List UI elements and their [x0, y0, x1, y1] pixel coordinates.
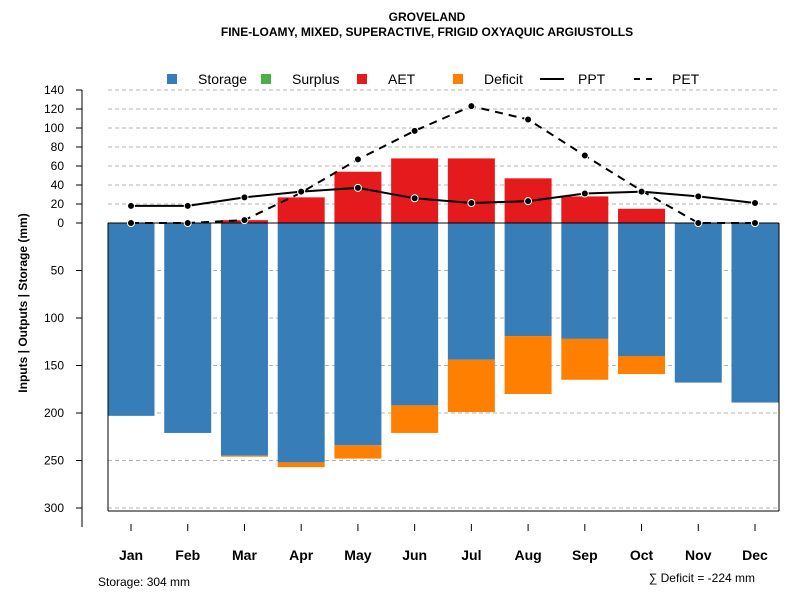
ppt-point-jan [127, 201, 135, 210]
pet-point-mar [240, 216, 249, 225]
deficit-bar-jun [391, 405, 439, 433]
aet-bar-apr [277, 197, 325, 223]
y-tick-label: 150 [44, 359, 64, 373]
aet-bar-oct [618, 208, 666, 223]
ppt-point-dec [751, 199, 759, 208]
pet-point-nov [694, 219, 703, 227]
storage-bar-mar [220, 223, 268, 456]
aet-bar-sep [561, 196, 609, 223]
chart-subtitle: FINE-LOAMY, MIXED, SUPERACTIVE, FRIGID O… [221, 25, 633, 39]
ppt-point-aug [524, 197, 533, 206]
x-tick-label-jul: Jul [461, 547, 481, 563]
legend-label-surplus: Surplus [292, 71, 339, 87]
storage-bar-may [334, 223, 382, 446]
y-tick-label: 140 [44, 83, 64, 97]
x-tick-label-sep: Sep [572, 547, 598, 563]
deficit-bar-may [334, 445, 382, 459]
deficit-bar-oct [618, 356, 666, 375]
storage-total: Storage: 304 mm [98, 575, 190, 589]
y-tick-label: 100 [44, 311, 64, 325]
x-tick-label-dec: Dec [742, 547, 768, 563]
chart-title: GROVELAND [389, 10, 466, 24]
x-tick-label-jan: Jan [119, 547, 143, 563]
storage-bar-jul [447, 223, 495, 360]
x-tick-label-aug: Aug [514, 547, 541, 563]
pet-point-may [353, 155, 362, 164]
ppt-point-sep [580, 189, 589, 198]
ppt-point-apr [297, 187, 306, 196]
ppt-point-may [353, 183, 362, 192]
deficit-bar-mar [220, 455, 268, 457]
y-tick-label: 50 [51, 264, 65, 278]
lines [127, 102, 759, 227]
x-tick-label-mar: Mar [232, 547, 257, 563]
aet-bar-jul [447, 158, 495, 223]
y-tick-label: 250 [44, 454, 64, 468]
ppt-point-mar [240, 193, 249, 202]
pet-point-jul [467, 102, 476, 111]
x-tick-label-oct: Oct [630, 547, 654, 563]
storage-bar-dec [731, 223, 779, 403]
pet-point-dec [751, 219, 759, 227]
storage-bar-jan [107, 223, 155, 416]
ppt-point-oct [637, 187, 646, 196]
legend-label-storage: Storage [198, 71, 247, 87]
y-tick-label: 80 [51, 140, 65, 154]
y-axis-label: Inputs | Outputs | Storage (mm) [16, 213, 30, 392]
axes: 0 20 40 60 80 100 120 140 50 100 150 200 250 300 Jan Fe… [44, 83, 768, 563]
x-tick-label-feb: Feb [175, 547, 200, 563]
storage-bar-oct [618, 223, 666, 356]
bars [107, 158, 779, 468]
ppt-point-nov [694, 192, 703, 201]
plot-frame [107, 222, 780, 512]
storage-bar-aug [504, 223, 552, 337]
pet-point-jun [410, 126, 419, 135]
legend-label-deficit: Deficit [484, 71, 523, 87]
x-tick-label-nov: Nov [685, 547, 712, 563]
deficit-bar-sep [561, 338, 609, 380]
ppt-point-jul [467, 199, 476, 208]
legend-label-pet: PET [672, 71, 700, 87]
storage-bar-sep [561, 223, 609, 339]
legend-swatch-surplus [261, 74, 271, 84]
legend-swatch-deficit [453, 74, 463, 84]
legend-label-aet: AET [388, 71, 416, 87]
storage-bar-jun [391, 223, 439, 406]
aet-bar-may [334, 171, 382, 223]
aet-bar-jun [391, 158, 439, 223]
deficit-bar-jul [447, 359, 495, 413]
legend-label-ppt: PPT [578, 71, 606, 87]
y-tick-label: 300 [44, 501, 64, 515]
ppt-point-jun [410, 194, 419, 203]
y-tick-label: 0 [57, 216, 64, 230]
storage-bar-apr [277, 223, 325, 463]
deficit-total: ∑ Deficit = -224 mm [649, 571, 755, 585]
x-tick-label-jun: Jun [402, 547, 427, 563]
storage-bar-feb [164, 223, 212, 433]
ppt-point-feb [183, 201, 192, 210]
pet-point-jan [127, 219, 135, 227]
legend: Storage Surplus AET Deficit PPT PET [167, 71, 700, 87]
legend-swatch-storage [167, 74, 177, 84]
ppt-line [131, 186, 756, 207]
y-tick-label: 60 [51, 159, 65, 173]
pet-point-feb [183, 219, 192, 227]
pet-point-sep [580, 151, 589, 160]
pet-line [131, 105, 755, 224]
y-tick-label: 120 [44, 102, 64, 116]
x-tick-label-may: May [344, 547, 371, 563]
y-tick-label: 40 [51, 178, 65, 192]
pet-point-aug [524, 115, 533, 124]
deficit-bar-aug [504, 336, 552, 394]
storage-bar-nov [674, 223, 722, 383]
y-tick-label: 100 [44, 121, 64, 135]
deficit-bar-apr [277, 462, 325, 468]
y-tick-label: 200 [44, 406, 64, 420]
y-tick-label: 20 [51, 197, 65, 211]
x-tick-label-apr: Apr [289, 547, 314, 563]
legend-swatch-aet [357, 74, 367, 84]
